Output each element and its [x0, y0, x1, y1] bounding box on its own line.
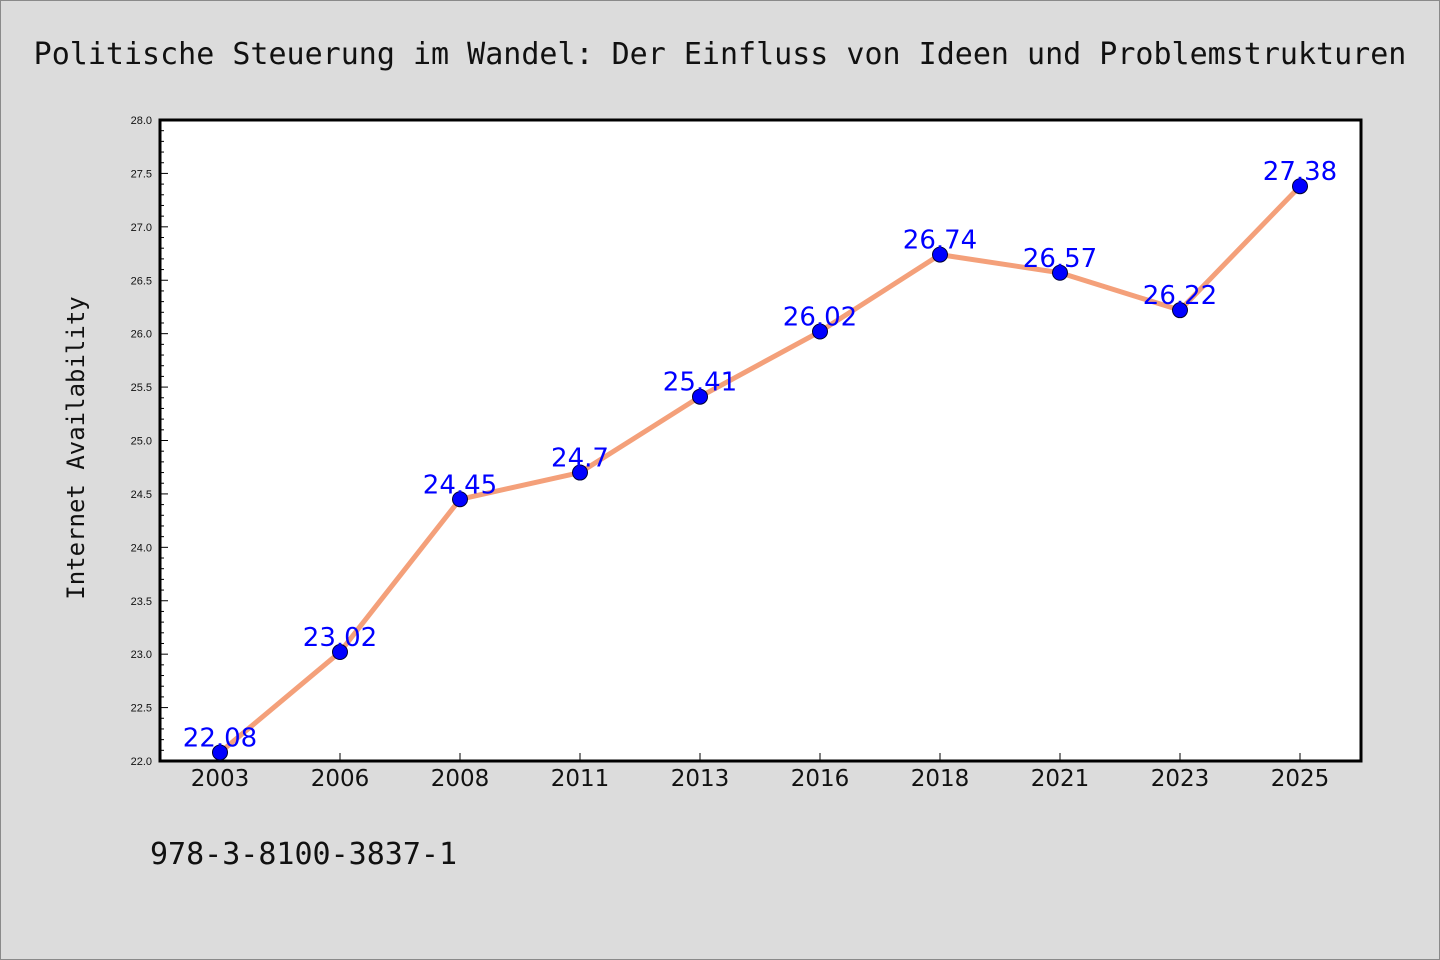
- x-tick-label: 2023: [1151, 766, 1210, 792]
- x-tick-label: 2025: [1271, 766, 1330, 792]
- y-axis: 22.0 22.5 23.0 23.5 24.0 24.5 25.0 25.5 26.0 26.5…: [131, 115, 168, 768]
- x-tick-label: 2011: [551, 766, 610, 792]
- y-tick-label: 23.5: [131, 596, 152, 608]
- plot-area: [158, 118, 1363, 763]
- x-tick-label: 2006: [311, 766, 370, 792]
- data-label: 24.45: [423, 470, 497, 500]
- y-tick-label: 27.5: [131, 168, 152, 180]
- data-points: [212, 178, 1308, 761]
- y-tick-label: 28.0: [131, 115, 152, 127]
- y-tick-label: 24.0: [131, 542, 152, 554]
- y-tick-label: 22.5: [131, 703, 152, 715]
- data-label: 26.74: [903, 226, 977, 256]
- chart-title: Politische Steuerung im Wandel: Der Einf…: [34, 37, 1407, 72]
- x-tick-label: 2018: [911, 766, 970, 792]
- y-tick-label: 25.0: [131, 436, 152, 448]
- data-point: [212, 744, 228, 761]
- data-point: [572, 464, 588, 481]
- x-tick-label: 2008: [431, 766, 490, 792]
- y-tick-label: 25.5: [131, 382, 152, 394]
- isbn-text: 978-3-8100-3837-1: [150, 837, 457, 872]
- data-label: 26.02: [783, 303, 857, 333]
- data-label: 26.57: [1023, 244, 1097, 274]
- data-label: 26.22: [1143, 281, 1217, 311]
- series-line: [218, 184, 1302, 755]
- y-tick-label: 26.5: [131, 275, 152, 287]
- data-label: 27.38: [1263, 157, 1337, 187]
- data-label: 24.7: [551, 444, 609, 474]
- y-tick-label: 22.0: [131, 756, 152, 768]
- data-point: [932, 246, 948, 263]
- data-point: [1172, 302, 1188, 319]
- data-point: [452, 491, 468, 508]
- data-point: [692, 388, 708, 405]
- data-point: [1292, 178, 1308, 195]
- data-label: 23.02: [303, 623, 377, 653]
- y-tick-label: 24.5: [131, 489, 152, 501]
- y-tick-label: 23.0: [131, 649, 152, 661]
- x-axis: 2003 2006 2008 2011 2013 2016 2018 2021 2023 2025: [191, 753, 1330, 792]
- x-tick-label: 2003: [191, 766, 250, 792]
- data-labels: 22.08 23.02 24.45 24.7 25.41 26.02 26.74 26.57 2…: [183, 157, 1337, 753]
- y-axis-label: Internet Availability: [62, 296, 90, 599]
- data-point: [812, 323, 828, 340]
- x-tick-label: 2013: [671, 766, 730, 792]
- y-tick-label: 26.0: [131, 329, 152, 341]
- data-point: [1052, 264, 1068, 281]
- data-label: 22.08: [183, 723, 257, 753]
- x-tick-label: 2016: [791, 766, 850, 792]
- x-tick-label: 2021: [1031, 766, 1090, 792]
- y-tick-label: 27.0: [131, 222, 152, 234]
- data-point: [332, 644, 348, 661]
- data-label: 25.41: [663, 368, 737, 398]
